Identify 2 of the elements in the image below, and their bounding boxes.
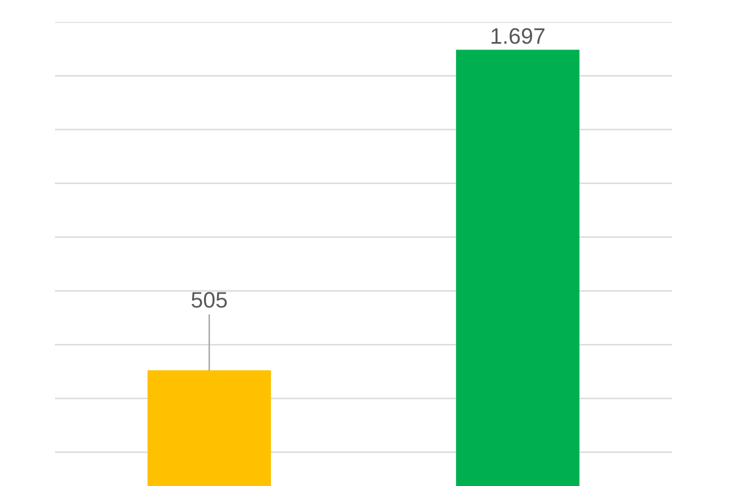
data-label: 505 bbox=[192, 292, 227, 308]
data-label: 1.697 bbox=[492, 28, 544, 44]
